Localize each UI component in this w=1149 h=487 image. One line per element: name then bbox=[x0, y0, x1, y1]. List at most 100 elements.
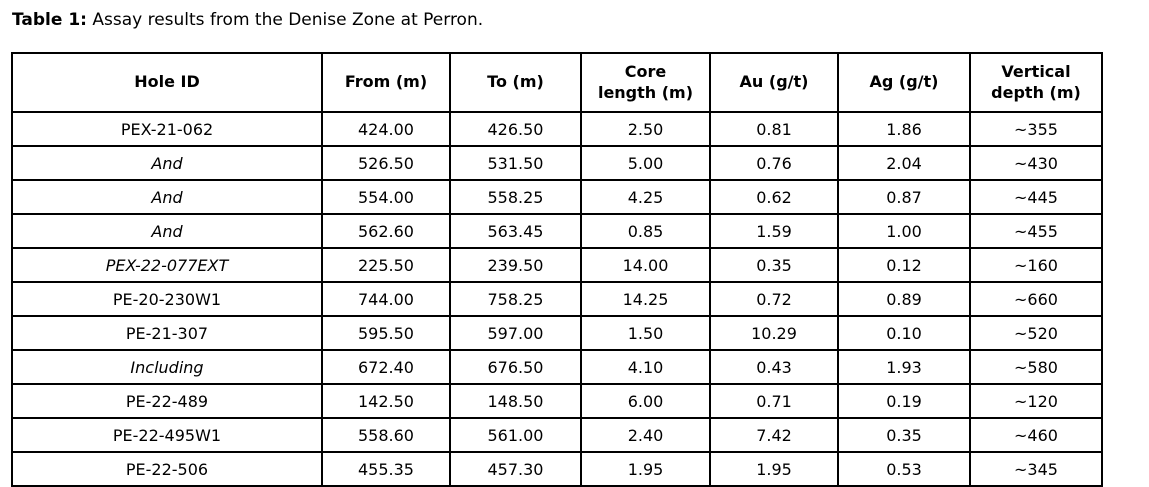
cell-ag: 0.35 bbox=[837, 417, 971, 453]
cell-to: 457.30 bbox=[449, 451, 582, 487]
column-header-vertical-depth: Vertical depth (m) bbox=[969, 52, 1103, 113]
cell-to: 426.50 bbox=[449, 111, 582, 147]
table-caption-text: Assay results from the Denise Zone at Pe… bbox=[86, 10, 484, 30]
cell-ag: 2.04 bbox=[837, 145, 971, 181]
cell-from: 595.50 bbox=[321, 315, 451, 351]
cell-core-length: 14.25 bbox=[580, 281, 711, 317]
cell-to: 597.00 bbox=[449, 315, 582, 351]
assay-results-table: Hole ID From (m) To (m) Core length (m) … bbox=[11, 52, 1103, 487]
cell-ag: 0.53 bbox=[837, 451, 971, 487]
cell-core-length: 2.40 bbox=[580, 417, 711, 453]
cell-core-length: 0.85 bbox=[580, 213, 711, 249]
table-row: PEX-22-077EXT 225.50 239.50 14.00 0.35 0.12 ~1… bbox=[11, 247, 1103, 283]
column-header-core-length: Core length (m) bbox=[580, 52, 711, 113]
cell-vertical-depth: ~345 bbox=[969, 451, 1103, 487]
cell-vertical-depth: ~580 bbox=[969, 349, 1103, 385]
cell-ag: 0.12 bbox=[837, 247, 971, 283]
cell-to: 148.50 bbox=[449, 383, 582, 419]
cell-core-length: 4.10 bbox=[580, 349, 711, 385]
cell-hole-id: PEX-22-077EXT bbox=[11, 247, 323, 283]
cell-hole-id: And bbox=[11, 145, 323, 181]
cell-to: 531.50 bbox=[449, 145, 582, 181]
cell-to: 563.45 bbox=[449, 213, 582, 249]
cell-ag: 1.86 bbox=[837, 111, 971, 147]
cell-vertical-depth: ~660 bbox=[969, 281, 1103, 317]
cell-to: 758.25 bbox=[449, 281, 582, 317]
table-caption-label: Table 1: bbox=[12, 10, 87, 30]
cell-from: 558.60 bbox=[321, 417, 451, 453]
cell-to: 561.00 bbox=[449, 417, 582, 453]
cell-au: 0.71 bbox=[709, 383, 839, 419]
cell-core-length: 5.00 bbox=[580, 145, 711, 181]
cell-core-length: 1.95 bbox=[580, 451, 711, 487]
cell-au: 0.81 bbox=[709, 111, 839, 147]
cell-to: 558.25 bbox=[449, 179, 582, 215]
cell-vertical-depth: ~160 bbox=[969, 247, 1103, 283]
cell-core-length: 4.25 bbox=[580, 179, 711, 215]
column-header-to: To (m) bbox=[449, 52, 582, 113]
cell-vertical-depth: ~430 bbox=[969, 145, 1103, 181]
cell-hole-id: PE-22-495W1 bbox=[11, 417, 323, 453]
table-header-row: Hole ID From (m) To (m) Core length (m) … bbox=[11, 52, 1103, 113]
cell-from: 554.00 bbox=[321, 179, 451, 215]
table-row: PE-20-230W1 744.00 758.25 14.25 0.72 0.89 ~660 bbox=[11, 281, 1103, 317]
cell-hole-id: PEX-21-062 bbox=[11, 111, 323, 147]
table-row: And 562.60 563.45 0.85 1.59 1.00 ~455 bbox=[11, 213, 1103, 249]
cell-au: 0.76 bbox=[709, 145, 839, 181]
column-header-au: Au (g/t) bbox=[709, 52, 839, 113]
cell-from: 225.50 bbox=[321, 247, 451, 283]
cell-ag: 0.89 bbox=[837, 281, 971, 317]
cell-vertical-depth: ~455 bbox=[969, 213, 1103, 249]
cell-from: 672.40 bbox=[321, 349, 451, 385]
cell-to: 239.50 bbox=[449, 247, 582, 283]
cell-vertical-depth: ~460 bbox=[969, 417, 1103, 453]
cell-hole-id: Including bbox=[11, 349, 323, 385]
table-row: PE-22-506 455.35 457.30 1.95 1.95 0.53 ~345 bbox=[11, 451, 1103, 487]
table-header: Hole ID From (m) To (m) Core length (m) … bbox=[11, 52, 1103, 113]
cell-hole-id: And bbox=[11, 213, 323, 249]
cell-core-length: 6.00 bbox=[580, 383, 711, 419]
cell-hole-id: And bbox=[11, 179, 323, 215]
cell-from: 424.00 bbox=[321, 111, 451, 147]
cell-au: 0.72 bbox=[709, 281, 839, 317]
cell-au: 0.62 bbox=[709, 179, 839, 215]
cell-from: 744.00 bbox=[321, 281, 451, 317]
cell-hole-id: PE-22-506 bbox=[11, 451, 323, 487]
cell-au: 0.35 bbox=[709, 247, 839, 283]
cell-au: 0.43 bbox=[709, 349, 839, 385]
cell-core-length: 14.00 bbox=[580, 247, 711, 283]
cell-ag: 1.00 bbox=[837, 213, 971, 249]
column-header-ag: Ag (g/t) bbox=[837, 52, 971, 113]
cell-hole-id: PE-22-489 bbox=[11, 383, 323, 419]
cell-vertical-depth: ~355 bbox=[969, 111, 1103, 147]
cell-au: 7.42 bbox=[709, 417, 839, 453]
cell-vertical-depth: ~445 bbox=[969, 179, 1103, 215]
cell-vertical-depth: ~520 bbox=[969, 315, 1103, 351]
cell-from: 562.60 bbox=[321, 213, 451, 249]
cell-from: 455.35 bbox=[321, 451, 451, 487]
cell-ag: 0.10 bbox=[837, 315, 971, 351]
cell-ag: 1.93 bbox=[837, 349, 971, 385]
cell-hole-id: PE-21-307 bbox=[11, 315, 323, 351]
cell-au: 10.29 bbox=[709, 315, 839, 351]
column-header-from: From (m) bbox=[321, 52, 451, 113]
cell-ag: 0.87 bbox=[837, 179, 971, 215]
cell-from: 142.50 bbox=[321, 383, 451, 419]
cell-hole-id: PE-20-230W1 bbox=[11, 281, 323, 317]
cell-vertical-depth: ~120 bbox=[969, 383, 1103, 419]
table-row: And 526.50 531.50 5.00 0.76 2.04 ~430 bbox=[11, 145, 1103, 181]
table-row: PEX-21-062 424.00 426.50 2.50 0.81 1.86 ~355 bbox=[11, 111, 1103, 147]
cell-au: 1.59 bbox=[709, 213, 839, 249]
column-header-hole-id: Hole ID bbox=[11, 52, 323, 113]
table-row: PE-22-495W1 558.60 561.00 2.40 7.42 0.35 ~460 bbox=[11, 417, 1103, 453]
table-row: Including 672.40 676.50 4.10 0.43 1.93 ~580 bbox=[11, 349, 1103, 385]
table-row: PE-21-307 595.50 597.00 1.50 10.29 0.10 ~520 bbox=[11, 315, 1103, 351]
table-row: And 554.00 558.25 4.25 0.62 0.87 ~445 bbox=[11, 179, 1103, 215]
cell-core-length: 2.50 bbox=[580, 111, 711, 147]
cell-to: 676.50 bbox=[449, 349, 582, 385]
cell-ag: 0.19 bbox=[837, 383, 971, 419]
table-row: PE-22-489 142.50 148.50 6.00 0.71 0.19 ~120 bbox=[11, 383, 1103, 419]
table-caption: Table 1: Assay results from the Denise Z… bbox=[0, 0, 1149, 30]
cell-au: 1.95 bbox=[709, 451, 839, 487]
